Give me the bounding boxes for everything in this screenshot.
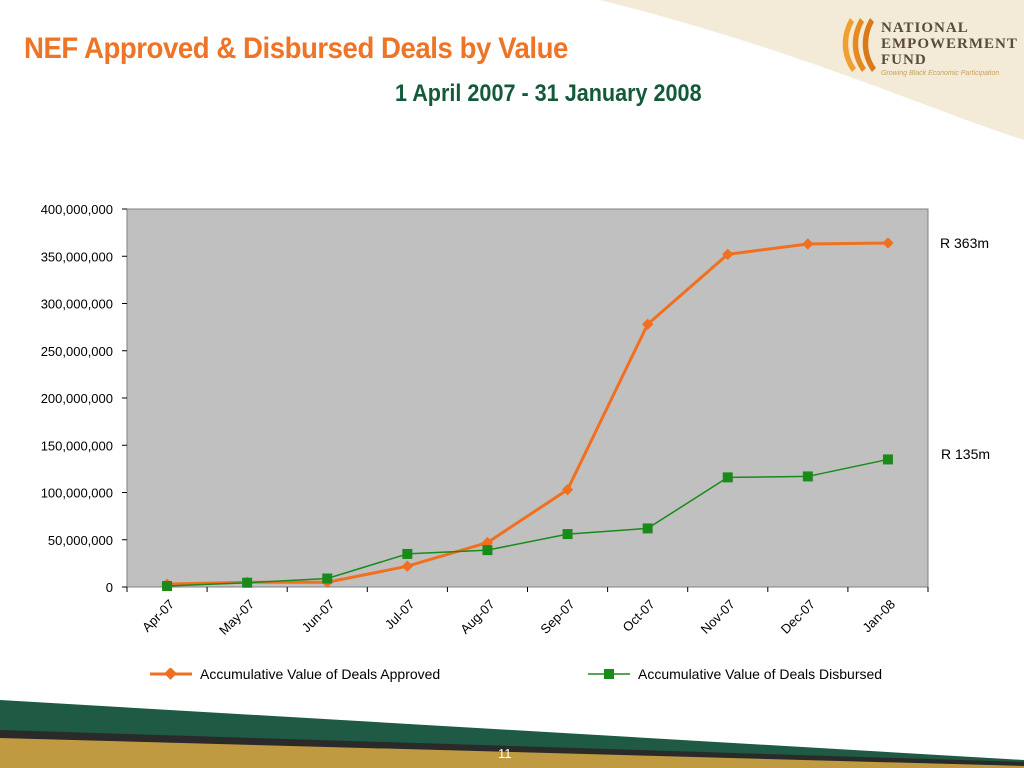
y-tick-label: 200,000,000 — [41, 391, 113, 406]
x-tick-label: Jun-07 — [299, 597, 338, 636]
y-tick-label: 100,000,000 — [41, 486, 113, 501]
data-point-1-1 — [242, 577, 253, 588]
data-point-1-8 — [802, 471, 813, 482]
data-point-0-8 — [802, 238, 814, 250]
x-tick-label: Apr-07 — [139, 597, 177, 635]
legend-item-approved: Accumulative Value of Deals Approved — [150, 666, 440, 682]
data-point-0-6 — [641, 318, 654, 330]
legend-disbursed-marker-icon — [588, 669, 630, 679]
legend-approved-label: Accumulative Value of Deals Approved — [200, 666, 441, 682]
logo-line-1: NATIONAL — [881, 20, 969, 36]
data-point-1-4 — [482, 545, 493, 556]
x-tick-label: Oct-07 — [620, 597, 658, 635]
annotation-approved: R 363m — [940, 235, 989, 251]
series-line-0 — [167, 241, 888, 586]
x-tick-label: Jul-07 — [382, 597, 418, 633]
y-tick-label: 350,000,000 — [41, 249, 113, 264]
logo-line-3: FUND — [881, 52, 927, 68]
legend-approved-marker-icon — [150, 668, 192, 680]
data-point-0-9 — [882, 237, 894, 249]
data-point-1-7 — [722, 472, 733, 483]
series-line-1 — [167, 458, 889, 587]
y-tick-label: 50,000,000 — [48, 533, 113, 548]
plot-area — [126, 208, 929, 588]
y-tick-label: 400,000,000 — [41, 202, 113, 217]
x-tick-label: May-07 — [216, 597, 257, 638]
legend-disbursed-label: Accumulative Value of Deals Disbursed — [638, 666, 883, 682]
annotation-disbursed: R 135m — [941, 446, 990, 462]
x-tick-label: Jan-08 — [859, 597, 898, 636]
logo-wordmark: NATIONAL EMPOWERMENT FUND Growing Black … — [881, 20, 1018, 77]
data-point-1-2 — [322, 573, 333, 584]
logo-tagline: Growing Black Economic Participation — [881, 70, 1000, 77]
y-tick-label: 300,000,000 — [41, 297, 113, 312]
x-tick-label: Nov-07 — [698, 597, 738, 637]
slide-subtitle: 1 April 2007 - 31 January 2008 — [395, 80, 702, 107]
x-axis: Apr-07 May-07 Jun-07 Jul-07 Aug-07 Sep-07 Oct-… — [126, 587, 929, 638]
data-point-1-3 — [402, 548, 413, 559]
data-point-1-9 — [882, 454, 893, 465]
page-number: 11 — [498, 746, 512, 761]
logo-line-2: EMPOWERMENT — [881, 36, 1018, 52]
y-axis: 0 50,000,000 100,000,000 150,000,000 200,000… — [41, 202, 127, 595]
data-point-1-6 — [642, 523, 653, 534]
footer-band — [0, 700, 1024, 768]
y-tick-label: 250,000,000 — [41, 344, 113, 359]
x-tick-label: Dec-07 — [778, 597, 818, 637]
x-tick-label: Aug-07 — [457, 597, 497, 637]
data-point-0-3 — [401, 560, 414, 572]
series-group — [161, 237, 894, 592]
data-point-1-5 — [562, 529, 573, 540]
legend-item-disbursed: Accumulative Value of Deals Disbursed — [588, 666, 882, 682]
data-point-0-5 — [561, 484, 574, 496]
nef-logo-icon — [842, 18, 876, 72]
slide-title: NEF Approved & Disbursed Deals by Value — [24, 32, 568, 65]
x-tick-label: Sep-07 — [537, 597, 577, 637]
data-point-0-7 — [722, 248, 734, 261]
y-tick-label: 0 — [106, 580, 113, 595]
data-point-1-0 — [162, 581, 173, 592]
line-chart: 0 50,000,000 100,000,000 150,000,000 200,000… — [41, 202, 990, 638]
y-tick-label: 150,000,000 — [41, 438, 113, 453]
